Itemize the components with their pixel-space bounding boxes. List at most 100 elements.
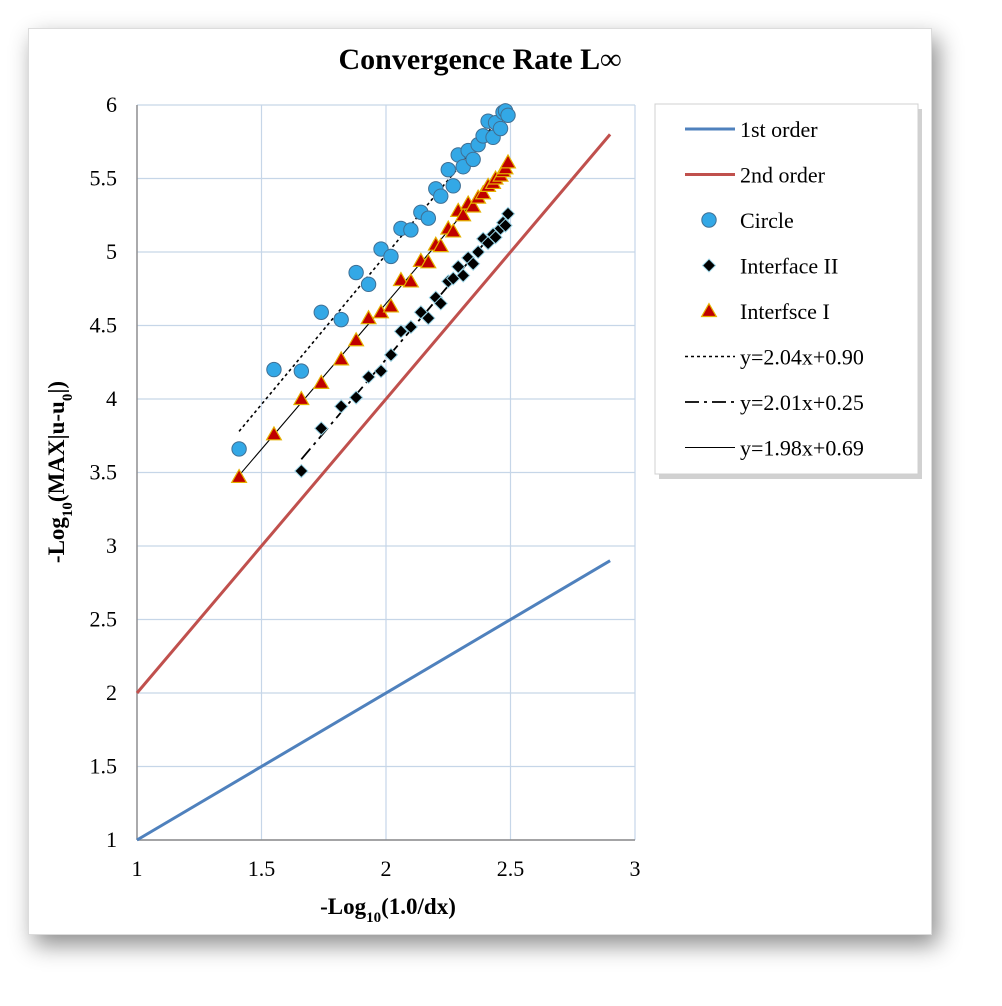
data-point-triangle [382, 297, 400, 313]
legend-label: y=2.01x+0.25 [740, 390, 864, 415]
legend-label: Circle [740, 208, 794, 233]
data-point-circle [433, 188, 449, 204]
series-line [135, 133, 612, 694]
data-point-diamond [498, 218, 513, 233]
legend-label: y=1.98x+0.69 [740, 436, 864, 461]
legend-swatch-triangle [700, 302, 718, 318]
data-point-diamond [294, 463, 309, 479]
data-point-circle [313, 304, 329, 320]
grid [136, 104, 636, 841]
legend-label: Interface II [740, 254, 838, 279]
data-point-diamond [373, 363, 389, 379]
data-point-circle [231, 441, 247, 457]
data-point-triangle [312, 374, 330, 389]
data-point-circle [403, 222, 419, 238]
axis-label-part: 10 [60, 502, 76, 517]
data-point-triangle [347, 331, 365, 347]
data-point-diamond [470, 244, 486, 260]
data-point-circle [440, 161, 456, 178]
data-point-diamond [383, 347, 399, 363]
data-point-circle [500, 107, 516, 123]
data-point-diamond [403, 319, 419, 335]
data-point-triangle [419, 253, 437, 269]
data-point-circle [445, 178, 461, 194]
data-point-triangle [464, 197, 482, 213]
y-tick-label: 5 [106, 239, 117, 264]
axis-label-part: Log [44, 517, 69, 556]
x-tick-label: 2 [381, 856, 392, 881]
y-tick-label: 2 [106, 680, 117, 705]
data-point-triangle [474, 184, 492, 200]
legend-label: 1st order [740, 117, 818, 142]
y-tick-label: 3.5 [90, 460, 118, 485]
legend-swatch-circle [701, 212, 717, 228]
y-tick-label: 4.5 [90, 313, 118, 338]
data-point-diamond [348, 390, 364, 405]
legend-swatch-diamond [701, 258, 717, 273]
data-point-circle [348, 264, 364, 281]
legend: 1st order 2nd order Circle Interface II Inte… [654, 103, 922, 479]
data-point-diamond [465, 256, 481, 271]
data-point-circle [420, 210, 437, 226]
data-point-circle [333, 311, 349, 328]
chart-title: Convergence Rate L∞ [339, 43, 622, 76]
axis-label-part: (1.0/dx) [381, 894, 456, 919]
y-tick-label: 6 [106, 92, 117, 117]
y-tick-label: 4 [106, 386, 117, 411]
legend-label: 2nd order [740, 163, 826, 188]
axis-label-part: |) [44, 381, 69, 394]
data-point-triangle [499, 153, 517, 169]
data-point-diamond [413, 305, 429, 320]
axis-label-part: Log [328, 894, 367, 919]
data-point-diamond [314, 421, 329, 436]
data-point-diamond [393, 324, 409, 339]
axis-label-part: - [44, 555, 69, 563]
y-axis-label: -Log10(MAX|u-u0|) [44, 381, 76, 563]
legend-label: y=2.04x+0.90 [740, 345, 864, 370]
data-point-triangle [402, 272, 420, 288]
data-point-triangle [444, 222, 462, 238]
data-point-diamond [421, 310, 436, 326]
y-tick-label: 1 [106, 827, 117, 852]
data-point-diamond [361, 369, 376, 385]
y-tick-label: 3 [106, 533, 117, 558]
data-point-triangle [265, 425, 283, 441]
data-point-diamond [451, 259, 466, 274]
data-point-circle [492, 120, 509, 137]
y-tick-label: 2.5 [90, 607, 118, 632]
x-tick-label: 2.5 [497, 856, 525, 881]
axis-label-part: 0 [60, 394, 76, 402]
legend-label: Interfsce I [740, 299, 830, 324]
axis-label-part: - [320, 894, 328, 919]
x-axis-label: -Log10(1.0/dx) [320, 894, 456, 926]
data-point-triangle [360, 309, 377, 325]
axis-label-part: 10 [366, 910, 381, 926]
data-point-circle [383, 248, 399, 265]
data-point-circle [266, 361, 282, 378]
axis-label-part: u [44, 401, 69, 414]
y-tick-label: 5.5 [90, 166, 118, 191]
plot-area [135, 103, 612, 842]
data-point-triangle [292, 390, 310, 406]
x-tick-label: 1 [132, 856, 143, 881]
data-point-diamond [456, 268, 471, 283]
data-point-triangle [454, 206, 472, 222]
data-point-diamond [433, 296, 448, 311]
data-point-diamond [333, 399, 349, 414]
data-point-triangle [332, 350, 350, 366]
data-point-diamond [488, 230, 503, 245]
data-point-circle [465, 151, 481, 168]
axis-label-part: (MAX|u- [44, 414, 69, 502]
data-point-triangle [230, 468, 248, 484]
series-line [238, 104, 512, 432]
data-point-triangle [392, 271, 410, 287]
data-point-circle [360, 276, 377, 293]
x-tick-label: 3 [630, 856, 641, 881]
data-point-circle [293, 363, 310, 379]
data-point-triangle [432, 237, 450, 253]
legend-box [654, 103, 919, 475]
data-point-diamond [500, 206, 516, 221]
tick-labels: 1 1.5 2 2.5 3 1 1.5 2 2.5 3 3.5 4 4.5 5 5.5 6 [90, 92, 641, 881]
y-tick-label: 1.5 [90, 754, 118, 779]
